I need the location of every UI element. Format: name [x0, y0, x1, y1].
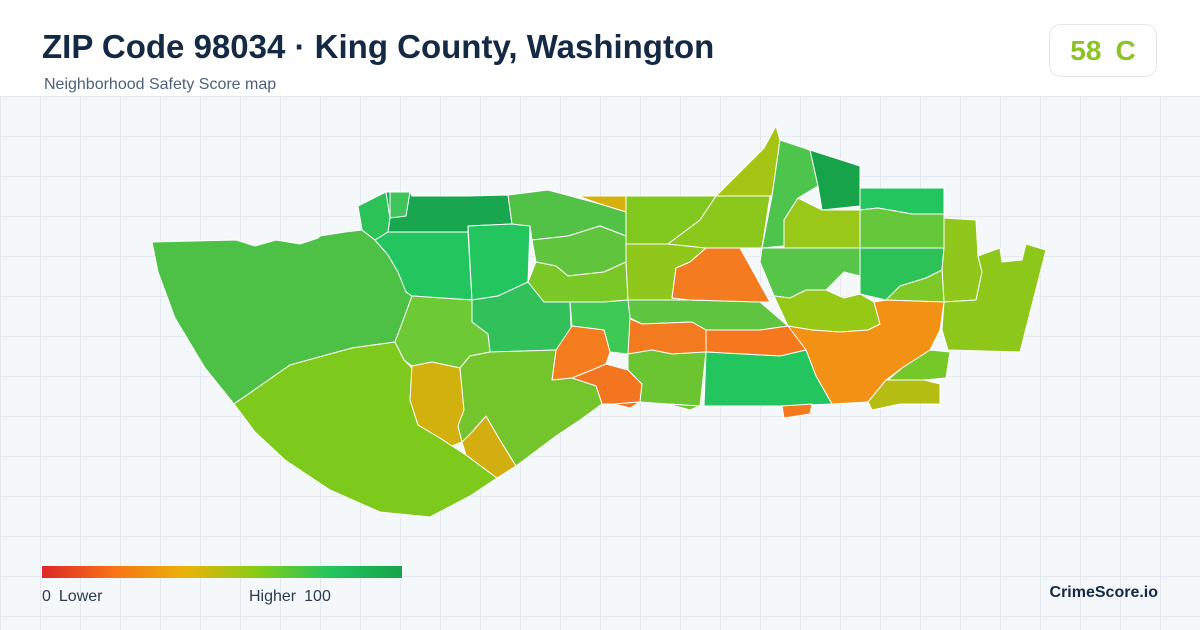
page-subtitle: Neighborhood Safety Score map: [44, 76, 277, 93]
legend-max-label: Higher: [249, 588, 297, 605]
region-tract-s-3[interactable]: [703, 349, 833, 407]
header-panel: [0, 0, 1200, 96]
region-tract-ne-9[interactable]: [941, 217, 983, 303]
score-value: 58: [1070, 34, 1102, 66]
legend-high: Higher 100: [249, 588, 331, 606]
region-tract-e-1[interactable]: [941, 243, 1047, 353]
region-tract-small-orange[interactable]: [781, 403, 813, 419]
region-tract-orange-sc-2[interactable]: [705, 325, 807, 357]
page-title: ZIP Code 98034 · King County, Washington: [42, 28, 715, 65]
region-tract-e-5[interactable]: [867, 379, 941, 411]
legend-min-value: 0: [42, 588, 51, 605]
region-tract-orange-sc-1[interactable]: [627, 317, 707, 355]
legend-gradient-bar: [42, 566, 402, 578]
legend-min-label: Lower: [58, 588, 103, 605]
region-tract-ne-3[interactable]: [809, 149, 861, 211]
region-southwest-lobe[interactable]: [233, 341, 498, 518]
region-tract-ne-1[interactable]: [715, 125, 781, 197]
region-tract-ne-6[interactable]: [859, 207, 945, 249]
region-tract-orange-sc-3[interactable]: [613, 401, 641, 409]
region-tract-nw-4[interactable]: [389, 191, 411, 219]
score-grade: C: [1115, 34, 1136, 66]
region-tract-s-4[interactable]: [667, 403, 701, 411]
brand-logo-text: CrimeScore.io: [1049, 584, 1158, 601]
legend-max-value: 100: [304, 588, 331, 605]
legend-low: 0 Lower: [42, 588, 102, 606]
region-tract-center-4[interactable]: [667, 195, 771, 249]
safety-score-badge: 58 C: [1049, 24, 1157, 77]
region-tract-sw-green[interactable]: [457, 349, 603, 467]
